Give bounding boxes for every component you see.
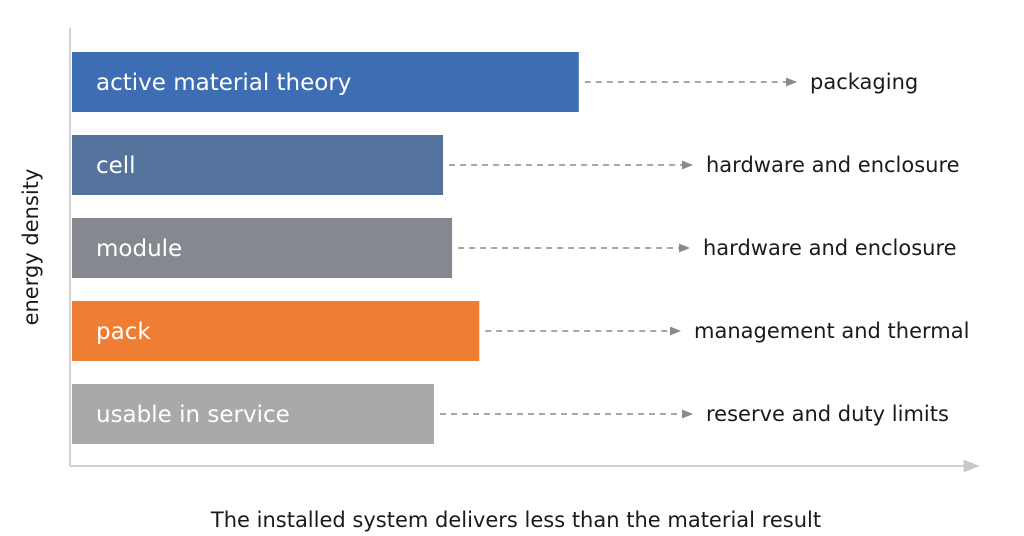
annotation-usable-in-service: reserve and duty limits bbox=[706, 402, 949, 426]
bar-module bbox=[72, 218, 453, 278]
bar-label-cell: cell bbox=[96, 153, 136, 179]
annotation-labels: packaging hardware and enclosure hardware … bbox=[694, 70, 969, 426]
bar-series bbox=[72, 52, 579, 444]
bar-labels: active material theory cell module pack usab… bbox=[96, 70, 351, 428]
bar-label-module: module bbox=[96, 236, 182, 262]
bar-usable-in-service bbox=[72, 384, 434, 444]
bar-active-material-theory bbox=[72, 52, 579, 112]
bar-label-usable-in-service: usable in service bbox=[96, 402, 290, 428]
annotation-active-material-theory: packaging bbox=[810, 70, 918, 94]
annotation-module: hardware and enclosure bbox=[703, 236, 957, 260]
bar-cell bbox=[72, 135, 444, 195]
x-axis-label: The installed system delivers less than … bbox=[210, 508, 821, 532]
annotation-cell: hardware and enclosure bbox=[706, 153, 960, 177]
bar-label-pack: pack bbox=[96, 319, 151, 345]
annotation-pack: management and thermal bbox=[694, 319, 969, 343]
bar-label-active-material-theory: active material theory bbox=[96, 70, 351, 96]
y-axis-label: energy density bbox=[19, 169, 43, 326]
chart-axes bbox=[69, 28, 980, 473]
bar-pack bbox=[72, 301, 480, 361]
connector-arrows bbox=[440, 77, 798, 419]
